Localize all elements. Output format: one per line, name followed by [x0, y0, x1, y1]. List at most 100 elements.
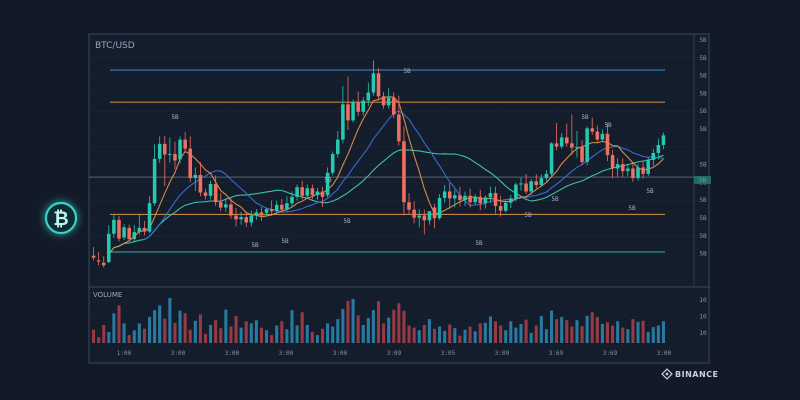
candle-body	[447, 191, 452, 199]
volume-bar	[443, 330, 447, 343]
candle-body	[437, 197, 442, 219]
volume-bar	[127, 335, 131, 343]
volume-bar	[407, 325, 411, 343]
volume-bar	[290, 310, 294, 343]
candle-body	[580, 147, 584, 163]
candle-body	[453, 195, 457, 199]
volume-bar	[600, 323, 604, 343]
volume-bar	[646, 331, 650, 343]
candle-body	[615, 164, 620, 169]
volume-bar	[432, 328, 436, 343]
volume-bar	[356, 315, 360, 343]
candle-body	[620, 164, 625, 172]
candle-body	[646, 159, 650, 174]
binance-logo-icon	[661, 368, 673, 380]
candle-body	[96, 260, 101, 262]
candle-body	[564, 137, 569, 144]
candle-body	[605, 133, 610, 156]
volume-bar	[122, 323, 126, 343]
candle-body	[259, 212, 264, 216]
candle-body	[244, 217, 248, 223]
volume-bar	[585, 315, 589, 343]
candle-body	[142, 227, 147, 232]
volume-bar	[656, 325, 660, 343]
time-tick-label: 3:69	[549, 350, 564, 357]
candle-body	[575, 147, 579, 148]
candle-body	[391, 97, 396, 115]
volume-bar	[259, 327, 263, 343]
candle-body	[269, 209, 274, 212]
candle-body	[361, 100, 366, 112]
volume-bar	[636, 321, 640, 343]
candle-body	[366, 92, 371, 101]
volume-bar	[387, 317, 391, 343]
candle-body	[91, 255, 96, 258]
candle-body	[346, 104, 350, 121]
volume-bar	[137, 323, 141, 343]
candle-body	[290, 196, 294, 204]
volume-bar	[544, 329, 548, 343]
candle-body	[117, 219, 121, 239]
volume-bar	[499, 325, 503, 343]
volume-bar	[595, 317, 599, 343]
candle-body	[641, 167, 645, 174]
volume-tick-label: 10	[699, 330, 707, 337]
volume-bar	[183, 313, 187, 343]
price-annotation: 5B	[646, 188, 654, 195]
candle-body	[341, 104, 345, 140]
volume-bar	[575, 320, 579, 343]
levels	[89, 69, 709, 253]
candle-body	[315, 191, 320, 196]
volume-bar	[178, 310, 182, 343]
candle-body	[325, 172, 330, 196]
candle-body	[229, 204, 233, 216]
brand-name: BINANCE	[675, 370, 719, 379]
time-tick-label: 3:09	[495, 350, 510, 357]
time-tick-label: 3:05	[441, 350, 456, 357]
volume-bar	[295, 325, 299, 343]
candle-body	[376, 73, 381, 97]
volume-bar	[321, 328, 325, 343]
candle-body	[559, 137, 564, 147]
volume-bar	[336, 319, 340, 343]
volume-bar	[310, 331, 314, 343]
price-tick-label: 5B	[699, 215, 707, 222]
volume-bar	[153, 310, 157, 343]
price-tick-label: 5B	[699, 108, 707, 115]
candle-body	[636, 167, 640, 179]
volume-bar	[132, 330, 136, 343]
volume-bar	[427, 319, 431, 343]
candle-body	[193, 174, 198, 179]
volume-bar	[229, 326, 233, 343]
candle-body	[127, 227, 131, 240]
candle-body	[585, 128, 589, 163]
volume-bar	[402, 310, 406, 343]
volume-bar	[244, 321, 248, 343]
candle-body	[442, 191, 447, 198]
volume-bar	[305, 324, 309, 343]
volume-bar	[219, 328, 223, 343]
price-annotation: 5B	[343, 218, 351, 225]
volume-bar	[488, 316, 492, 343]
price-tick-label: 5B	[699, 37, 707, 44]
candle-body	[356, 102, 360, 112]
volume-bar	[285, 329, 289, 343]
volume-bar	[453, 328, 457, 343]
candle-body	[152, 158, 157, 204]
price-tick-label: 5B	[699, 73, 707, 80]
candle-body	[300, 187, 304, 196]
time-tick-label: 3:00	[657, 350, 672, 357]
price-panel-border	[88, 33, 710, 288]
price-annotation: 5B	[171, 114, 179, 121]
bitcoin-icon: ₿	[44, 201, 78, 235]
candle-body	[173, 154, 177, 161]
chart-title: BTC/USD	[95, 41, 135, 51]
candle-body	[661, 135, 666, 145]
volume-bar	[275, 325, 279, 343]
candle-body	[132, 232, 137, 240]
price-tick-label: 5B	[699, 233, 707, 240]
candle-body	[163, 143, 167, 155]
candle-body	[529, 181, 533, 192]
candle-body	[330, 154, 335, 173]
